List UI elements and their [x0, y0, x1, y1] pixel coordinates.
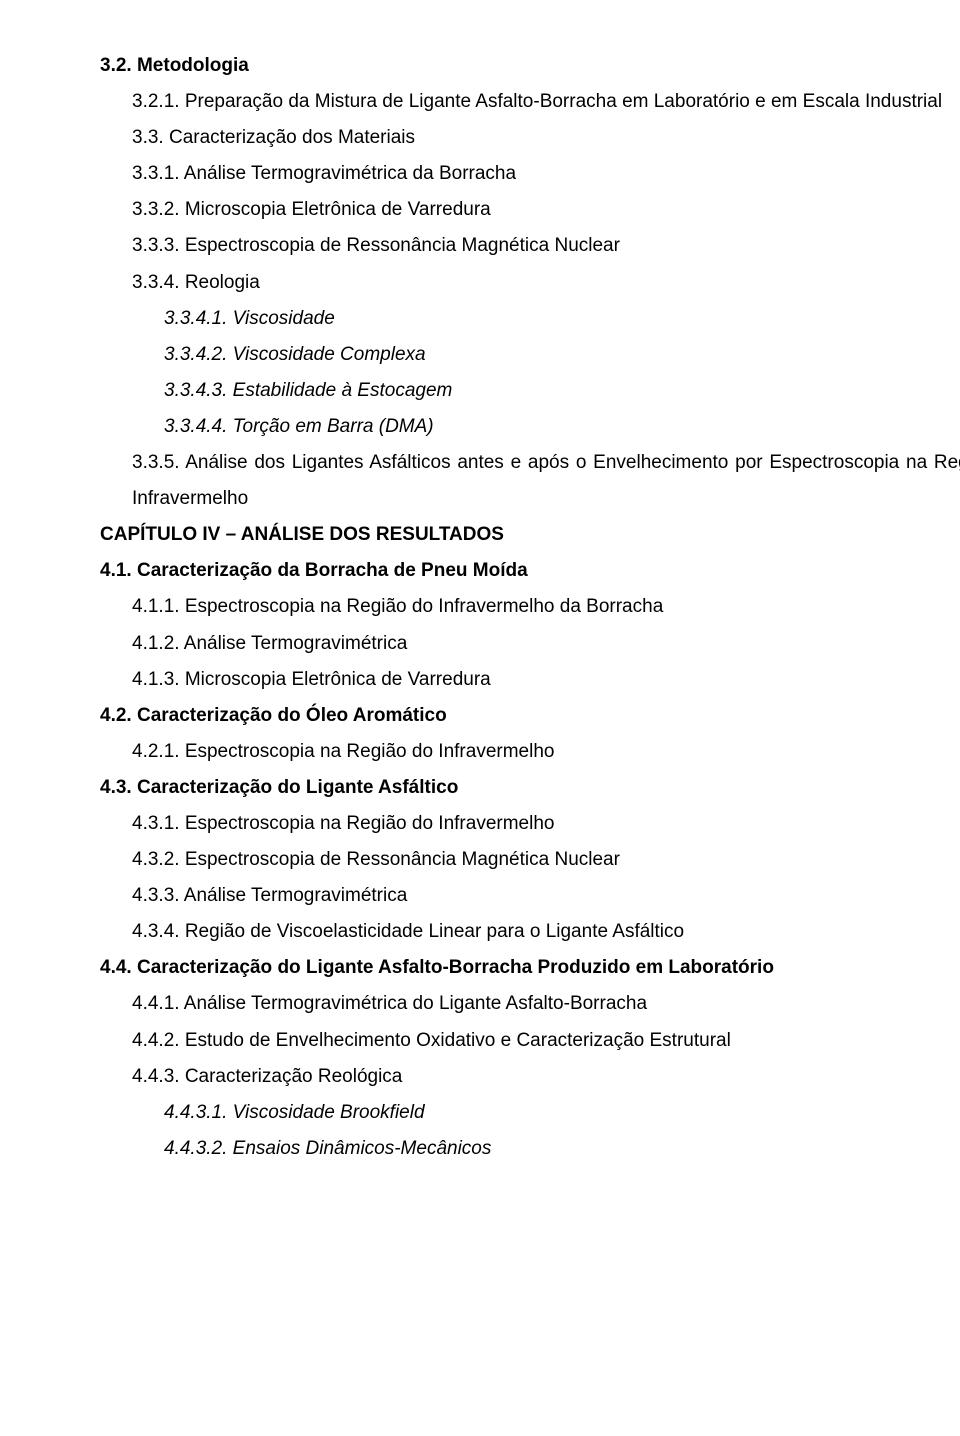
- toc-entry: CAPÍTULO IV – ANÁLISE DOS RESULTADOS73: [100, 517, 960, 553]
- toc-entry-label: 4.2. Caracterização do Óleo Aromático: [100, 698, 960, 734]
- toc-entry: 4.2.1. Espectroscopia na Região do Infra…: [100, 734, 960, 770]
- toc-entry: 3.3. Caracterização dos Materiais69: [100, 120, 960, 156]
- toc-entry: 3.2. Metodologia: [100, 48, 960, 84]
- toc-entry-label: 4.4.3.1. Viscosidade Brookfield: [100, 1095, 960, 1131]
- toc-entry-label: 3.2.1. Preparação da Mistura de Ligante …: [100, 84, 960, 120]
- table-of-contents: 3.2. Metodologia3.2.1. Preparação da Mis…: [100, 48, 960, 1167]
- toc-entry-label: 3.3.5. Análise dos Ligantes Asfálticos a…: [100, 445, 960, 517]
- toc-entry-label: 4.3. Caracterização do Ligante Asfáltico: [100, 770, 960, 806]
- toc-entry: 3.3.3. Espectroscopia de Ressonância Mag…: [100, 228, 960, 264]
- toc-entry-label: CAPÍTULO IV – ANÁLISE DOS RESULTADOS: [100, 517, 960, 553]
- toc-entry-label: 4.3.3. Análise Termogravimétrica: [100, 878, 960, 914]
- toc-entry-label: 4.3.1. Espectroscopia na Região do Infra…: [100, 806, 960, 842]
- toc-entry: 3.3.4.4. Torção em Barra (DMA)71: [100, 409, 960, 445]
- toc-entry-label: 4.1. Caracterização da Borracha de Pneu …: [100, 553, 960, 589]
- toc-entry: 4.3. Caracterização do Ligante Asfáltico…: [100, 770, 960, 806]
- toc-entry-label: 4.3.4. Região de Viscoelasticidade Linea…: [100, 914, 960, 950]
- toc-entry: 4.1. Caracterização da Borracha de Pneu …: [100, 553, 960, 589]
- toc-entry-label: 4.1.1. Espectroscopia na Região do Infra…: [100, 589, 960, 625]
- toc-entry: 4.3.4. Região de Viscoelasticidade Linea…: [100, 914, 960, 950]
- toc-entry: 4.4.3. Caracterização Reológica91: [100, 1059, 960, 1095]
- toc-entry: 4.4.3.1. Viscosidade Brookfield91: [100, 1095, 960, 1131]
- toc-entry: 4.4.1. Análise Termogravimétrica do Liga…: [100, 986, 960, 1022]
- toc-entry-label: 4.4. Caracterização do Ligante Asfalto-B…: [100, 950, 960, 986]
- toc-entry: 4.1.3. Microscopia Eletrônica de Varredu…: [100, 662, 960, 698]
- toc-entry-label: 4.4.1. Análise Termogravimétrica do Liga…: [100, 986, 960, 1022]
- toc-entry: 3.3.4. Reologia69: [100, 265, 960, 301]
- toc-entry-label: 3.3.3. Espectroscopia de Ressonância Mag…: [100, 228, 960, 264]
- toc-entry: 4.3.2. Espectroscopia de Ressonância Mag…: [100, 842, 960, 878]
- toc-entry: 4.1.2. Análise Termogravimétrica73: [100, 626, 960, 662]
- toc-entry-label: 4.4.3.2. Ensaios Dinâmicos-Mecânicos: [100, 1131, 960, 1167]
- toc-entry-label: 3.3.4.4. Torção em Barra (DMA): [100, 409, 960, 445]
- toc-entry: 3.3.4.3. Estabilidade à Estocagem70: [100, 373, 960, 409]
- toc-entry: 3.3.2. Microscopia Eletrônica de Varredu…: [100, 192, 960, 228]
- toc-entry: 4.3.3. Análise Termogravimétrica83: [100, 878, 960, 914]
- toc-entry: 3.3.4.2. Viscosidade Complexa70: [100, 337, 960, 373]
- toc-entry-label: 3.3.1. Análise Termogravimétrica da Borr…: [100, 156, 960, 192]
- toc-entry-label: 4.4.3. Caracterização Reológica: [100, 1059, 960, 1095]
- toc-entry-label: 4.1.3. Microscopia Eletrônica de Varredu…: [100, 662, 960, 698]
- toc-entry-label: 4.2.1. Espectroscopia na Região do Infra…: [100, 734, 960, 770]
- toc-entry: 3.3.4.1. Viscosidade70: [100, 301, 960, 337]
- toc-entry: 4.3.1. Espectroscopia na Região do Infra…: [100, 806, 960, 842]
- toc-entry-label: 3.3.4.2. Viscosidade Complexa: [100, 337, 960, 373]
- toc-entry-label: 3.3.4.3. Estabilidade à Estocagem: [100, 373, 960, 409]
- toc-entry-label: 3.3.4.1. Viscosidade: [100, 301, 960, 337]
- toc-entry: 4.4.3.2. Ensaios Dinâmicos-Mecânicos93: [100, 1131, 960, 1167]
- toc-entry-label: 3.3.4. Reologia: [100, 265, 960, 301]
- toc-entry-label: 4.3.2. Espectroscopia de Ressonância Mag…: [100, 842, 960, 878]
- toc-entry-label: 3.3. Caracterização dos Materiais: [100, 120, 960, 156]
- toc-entry: 4.1.1. Espectroscopia na Região do Infra…: [100, 589, 960, 625]
- toc-entry-label: 4.1.2. Análise Termogravimétrica: [100, 626, 960, 662]
- toc-entry: 3.3.5. Análise dos Ligantes Asfálticos a…: [100, 445, 960, 517]
- toc-entry: 3.3.1. Análise Termogravimétrica da Borr…: [100, 156, 960, 192]
- toc-entry: 4.4. Caracterização do Ligante Asfalto-B…: [100, 950, 960, 986]
- toc-entry-label: 4.4.2. Estudo de Envelhecimento Oxidativ…: [100, 1023, 960, 1059]
- toc-entry: 4.2. Caracterização do Óleo Aromático76: [100, 698, 960, 734]
- toc-entry: 4.4.2. Estudo de Envelhecimento Oxidativ…: [100, 1023, 960, 1059]
- toc-entry-label: 3.2. Metodologia: [100, 48, 960, 84]
- toc-entry: 3.2.1. Preparação da Mistura de Ligante …: [100, 84, 960, 120]
- toc-entry-label: 3.3.2. Microscopia Eletrônica de Varredu…: [100, 192, 960, 228]
